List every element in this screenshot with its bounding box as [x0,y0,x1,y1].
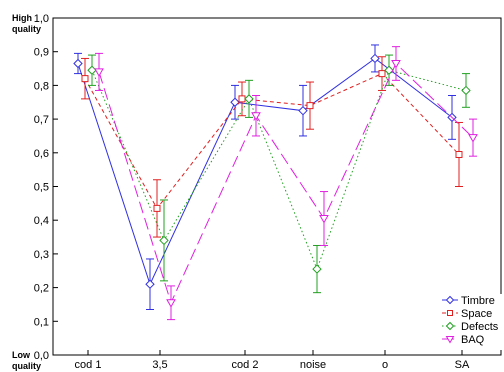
data-point-marker [384,65,394,75]
data-point-marker [298,105,308,116]
series-baq [94,46,478,321]
x-tick-label: o [382,359,388,371]
y-low-label-line1: Low [12,350,31,360]
legend-label-defects: Defects [461,321,499,333]
x-tick-label: cod 1 [75,359,102,371]
data-point-marker [94,68,104,77]
data-point-marker [159,235,169,246]
data-point-marker [306,102,314,110]
x-tick-label: noise [300,359,326,371]
data-point-marker [153,204,161,212]
y-tick-label: 0,9 [34,47,49,59]
x-tick-label: 3,5 [152,359,167,371]
x-axis: cod 1 3,5 cod 2 noise o SA [75,350,470,371]
y-tick-label: 0,2 [34,283,49,295]
data-point-marker [378,70,386,78]
legend-label-baq: BAQ [461,334,485,346]
y-high-label-line2: quality [12,24,41,34]
data-point-marker [461,85,471,96]
legend-marker [445,295,455,305]
x-tick-label: SA [455,359,470,371]
data-point-marker [230,97,240,107]
data-point-marker [251,112,261,121]
legend-marker [445,336,455,344]
data-point-marker [370,53,380,64]
y-tick-label: 0,6 [34,148,49,160]
legend-label-space: Space [461,308,492,320]
y-tick-label: 0,3 [34,249,49,261]
legend-marker [447,310,453,316]
data-point-marker [468,134,478,143]
y-tick-label: 0,7 [34,114,49,126]
data-point-marker [81,75,89,83]
data-point-marker [166,299,176,308]
data-point-marker [391,59,401,69]
y-tick-label: 0,0 [34,350,49,362]
y-high-label-line1: High [12,13,32,23]
y-axis: 0,0 0,1 0,2 0,3 0,4 0,5 0,6 0,7 0,8 0,9 1,0 [34,13,58,362]
series-line [98,62,474,305]
data-point-marker [312,264,322,274]
series-defects [87,54,471,294]
data-point-marker [238,95,246,103]
series-space [81,56,463,238]
y-tick-label: 0,5 [34,182,49,194]
series-layer [73,44,478,321]
y-low-label-line2: quality [12,361,41,371]
y-tick-label: 0,4 [34,215,49,227]
plot-area [52,17,502,356]
y-tick-label: 1,0 [34,13,49,25]
x-tick-label: cod 2 [232,359,259,371]
legend-marker [445,321,455,331]
data-point-marker [455,150,463,158]
data-point-marker [319,215,329,224]
y-tick-label: 0,1 [34,316,49,328]
legend-label-timbre: Timbre [461,295,495,307]
y-tick-label: 0,8 [34,80,49,92]
data-point-marker [145,279,155,289]
data-point-marker [244,94,254,104]
data-point-marker [73,58,83,69]
